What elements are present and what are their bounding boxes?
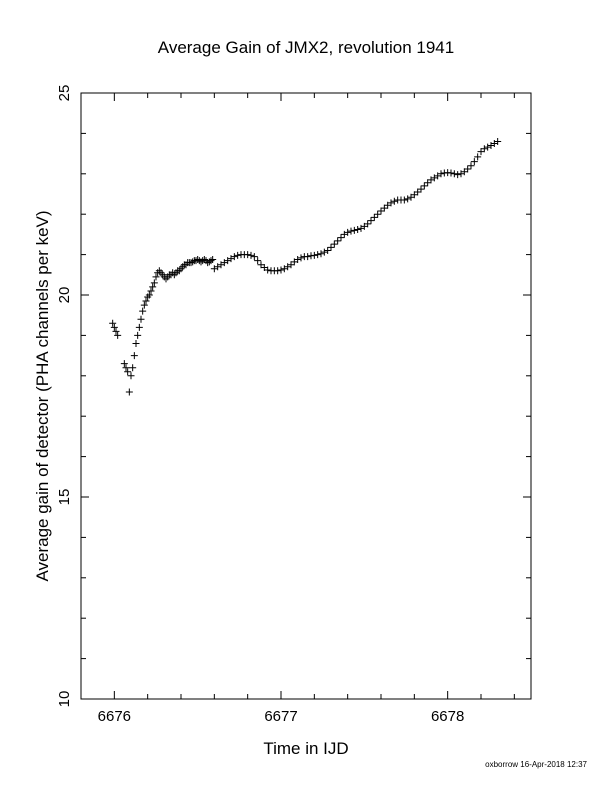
data-point	[254, 257, 262, 265]
data-point	[152, 273, 160, 281]
data-point	[334, 237, 342, 245]
chart-title: Average Gain of JMX2, revolution 1941	[158, 38, 454, 57]
data-point	[297, 254, 305, 262]
y-tick-label: 10	[56, 691, 73, 708]
y-tick-label: 15	[56, 489, 73, 506]
y-axis-label: Average gain of detector (PHA channels p…	[33, 210, 52, 581]
data-point	[129, 364, 137, 372]
data-point	[150, 279, 158, 287]
data-point	[310, 251, 318, 259]
data-point	[404, 195, 412, 203]
data-point	[320, 248, 328, 256]
data-point	[234, 251, 242, 259]
x-tick-label: 6678	[431, 708, 464, 725]
data-point	[470, 158, 478, 166]
data-point	[274, 267, 282, 275]
data-point	[247, 251, 255, 259]
data-point	[122, 364, 130, 372]
data-point	[317, 250, 325, 258]
data-point	[314, 251, 322, 259]
data-point	[147, 287, 155, 295]
x-tick-label: 6677	[264, 708, 297, 725]
data-point	[370, 213, 378, 221]
data-point	[374, 210, 382, 218]
data-point	[367, 217, 375, 225]
data-point	[134, 331, 142, 339]
data-point	[484, 143, 492, 151]
x-axis-tick-labels: 6676 6677 6678	[98, 708, 465, 725]
data-point	[474, 153, 482, 161]
y-axis-tick-labels: 10 15 20 25	[56, 85, 73, 708]
data-point	[400, 196, 408, 204]
data-point	[110, 323, 118, 331]
data-point	[244, 251, 252, 259]
data-point	[135, 323, 143, 331]
data-point	[467, 162, 475, 170]
y-tick-label: 25	[56, 85, 73, 102]
data-point	[494, 137, 502, 145]
data-point	[250, 253, 258, 261]
data-point	[354, 226, 362, 234]
data-point	[387, 199, 395, 207]
data-point	[112, 327, 120, 335]
data-point	[480, 145, 488, 153]
data-point	[447, 169, 455, 177]
data-point	[207, 257, 215, 265]
data-point	[145, 291, 153, 299]
data-point	[420, 182, 428, 190]
data-point	[124, 368, 132, 376]
data-point	[209, 255, 217, 263]
x-tick-label: 6676	[98, 708, 131, 725]
data-point	[109, 319, 117, 327]
x-axis-ticks	[80, 93, 515, 699]
data-point	[324, 247, 332, 255]
y-tick-label: 20	[56, 287, 73, 304]
data-point	[350, 226, 358, 234]
data-point	[120, 360, 128, 368]
data-point	[344, 228, 352, 236]
data-point	[139, 307, 147, 315]
data-point	[114, 331, 122, 339]
data-point	[132, 339, 140, 347]
data-point	[364, 220, 372, 228]
data-point	[337, 234, 345, 242]
data-point	[149, 283, 157, 291]
x-axis-label: Time in IJD	[263, 739, 348, 758]
y-axis-ticks	[81, 92, 531, 700]
data-point	[140, 301, 148, 309]
data-point	[277, 266, 285, 274]
data-point	[450, 170, 458, 178]
data-point	[390, 197, 398, 205]
data-point	[454, 171, 462, 179]
data-point	[127, 372, 135, 380]
data-point	[347, 227, 355, 235]
data-point	[264, 266, 272, 274]
data-point	[327, 243, 335, 251]
data-point	[137, 315, 145, 323]
data-point	[294, 255, 302, 263]
data-point	[417, 185, 425, 193]
data-series	[109, 137, 502, 396]
footer-timestamp: oxborrow 16-Apr-2018 12:37	[485, 760, 587, 769]
data-point	[437, 170, 445, 178]
data-point	[464, 165, 472, 173]
data-point	[230, 253, 238, 261]
data-point	[142, 297, 150, 305]
plot-frame	[80, 92, 532, 700]
data-point	[189, 258, 197, 266]
data-point	[200, 255, 208, 263]
data-point	[125, 388, 133, 396]
data-point	[130, 352, 138, 360]
data-point	[330, 240, 338, 248]
data-point	[304, 253, 312, 261]
